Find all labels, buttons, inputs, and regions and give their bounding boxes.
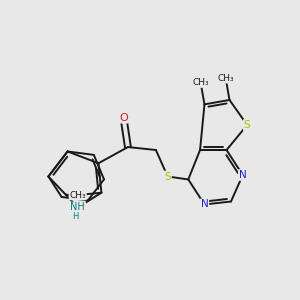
Text: NH: NH [70,202,85,212]
Text: S: S [164,172,171,182]
Text: N: N [201,200,208,209]
Text: O: O [119,112,128,123]
Text: CH₃: CH₃ [69,190,86,200]
Text: CH₃: CH₃ [217,74,234,83]
Text: S: S [244,120,250,130]
Text: CH₃: CH₃ [192,78,209,87]
Text: N: N [239,170,247,180]
Text: H: H [72,212,78,221]
